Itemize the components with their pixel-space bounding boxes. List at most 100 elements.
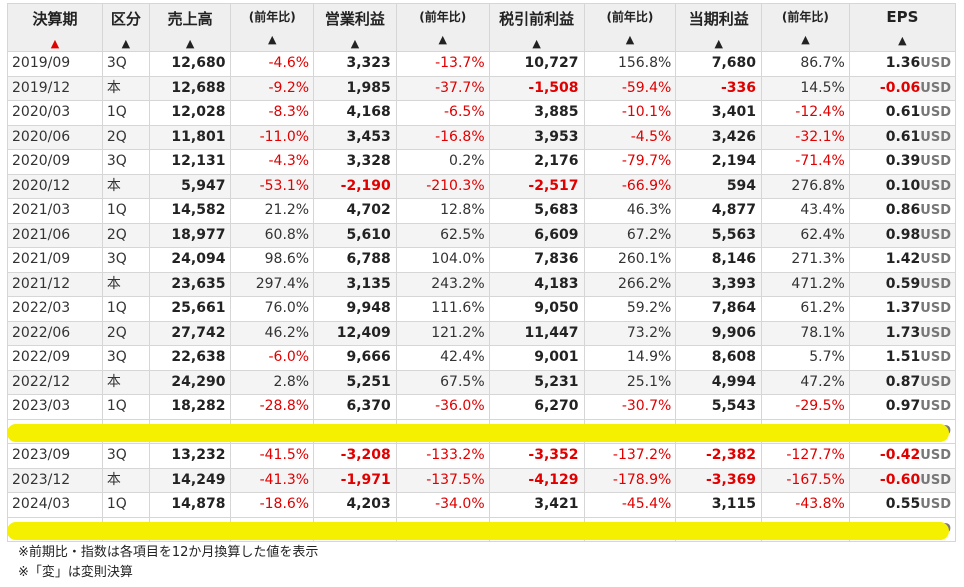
table-row: 2020/03 1Q 12,028 -8.3% 4,168 -6.5% 3,885 -10.1… [7, 100, 957, 126]
column-header-net-profit-yoy[interactable]: (前年比) ▲ [761, 3, 850, 52]
sort-arrow-icon[interactable]: ▲ [438, 33, 447, 46]
table-row: 2022/03 1Q 25,661 76.0% 9,948 111.6% 9,050 59.2… [7, 296, 957, 322]
sort-arrow-icon[interactable]: ▲ [50, 37, 60, 50]
period-cell: 2021/12 [7, 271, 103, 297]
column-header-sales-yoy[interactable]: (前年比) ▲ [230, 3, 315, 52]
eps-value: 0.10 [885, 177, 921, 194]
eps-cell: 1.37USD [848, 296, 957, 322]
sales-yoy-cell: 21.2% [230, 198, 315, 224]
column-header-label: 営業利益 [324, 10, 385, 28]
net-profit-yoy-cell: 78.1% [761, 320, 850, 346]
period-cell: 2022/09 [7, 345, 103, 371]
eps-cell: 0.55USD [848, 492, 957, 518]
net-profit-cell: 3,115 [675, 492, 763, 518]
column-header-pretax-profit-yoy[interactable]: (前年比) ▲ [583, 3, 677, 52]
eps-unit: USD [920, 497, 951, 513]
eps-cell: 0.10USD [848, 173, 957, 199]
period-cell: 2020/06 [7, 124, 103, 150]
column-header-period[interactable]: 決算期 ▲ [7, 3, 103, 52]
pretax-profit-cell: 10,727 [488, 51, 585, 77]
operating-profit-yoy-cell: 121.2% [395, 320, 490, 346]
period-cell: 2020/12 [7, 173, 103, 199]
pretax-profit-cell: -2,517 [488, 173, 585, 199]
eps-value: 0.98 [885, 226, 921, 243]
sort-arrow-icon[interactable]: ▲ [898, 34, 907, 47]
eps-cell: 0.98USD [848, 222, 957, 248]
sort-arrow-icon[interactable]: ▲ [350, 37, 360, 50]
sales-yoy-cell: -8.3% [230, 100, 315, 126]
operating-profit-yoy-cell: 42.4% [395, 345, 490, 371]
column-header-operating-profit[interactable]: 営業利益 ▲ [313, 3, 397, 52]
net-profit-yoy-cell: 62.4% [761, 222, 850, 248]
eps-value: 0.59 [885, 275, 921, 292]
sales-cell: 27,742 [148, 320, 232, 346]
column-header-kind[interactable]: 区分 ▲ [101, 3, 150, 52]
eps-cell: -0.06USD [848, 75, 957, 101]
sales-yoy-cell: -41.5% [230, 443, 315, 469]
column-header-operating-profit-yoy[interactable]: (前年比) ▲ [395, 3, 490, 52]
kind-cell: 本 [101, 467, 150, 493]
pretax-profit-yoy-cell: -137.2% [583, 443, 677, 469]
highlight-marker [7, 521, 949, 540]
eps-value: 1.42 [885, 251, 921, 268]
financial-results-panel: 決算期 ▲ 区分 ▲ 売上高 ▲ (前年比) ▲ 営業利益 ▲ (前年比) ▲ 税引前利益 ▲ (前年比) ▲… [7, 3, 957, 580]
sales-yoy-cell: 60.8% [230, 222, 315, 248]
operating-profit-yoy-cell: -210.3% [395, 173, 490, 199]
net-profit-yoy-cell: -43.8% [761, 492, 850, 518]
sort-arrow-icon[interactable]: ▲ [532, 37, 541, 50]
operating-profit-yoy-cell: -37.7% [395, 75, 490, 101]
sales-yoy-cell: 297.4% [230, 271, 315, 297]
pretax-profit-yoy-cell: 59.2% [583, 296, 677, 322]
net-profit-yoy-cell: -32.1% [761, 124, 850, 150]
kind-cell: 3Q [101, 149, 150, 175]
net-profit-yoy-cell: 14.5% [761, 75, 850, 101]
period-cell: 2022/03 [7, 296, 103, 322]
period-cell: 2021/09 [7, 247, 103, 273]
kind-cell: 2Q [101, 222, 150, 248]
sort-arrow-icon[interactable]: ▲ [625, 33, 635, 46]
table-row: 2023/09 3Q 13,232 -41.5% -3,208 -133.2% -3,352… [7, 443, 957, 469]
eps-cell: 1.51USD [848, 345, 957, 371]
eps-cell: 0.86USD [848, 198, 957, 224]
table-row: 2022/06 2Q 27,742 46.2% 12,409 121.2% 11,447 73… [7, 320, 957, 346]
net-profit-yoy-cell: 61.2% [761, 296, 850, 322]
period-cell: 2019/09 [7, 51, 103, 77]
column-header-sales[interactable]: 売上高 ▲ [148, 3, 232, 52]
eps-cell: 0.61USD [848, 124, 957, 150]
pretax-profit-yoy-cell: 67.2% [583, 222, 677, 248]
column-header-pretax-profit[interactable]: 税引前利益 ▲ [488, 3, 585, 52]
net-profit-yoy-cell: -29.5% [761, 394, 850, 420]
table-body: 2019/09 3Q 12,680 -4.6% 3,323 -13.7% 10,727 156… [7, 51, 957, 542]
period-cell: 2022/12 [7, 369, 103, 395]
eps-cell: 0.59USD [848, 271, 957, 297]
eps-value: -0.60 [879, 471, 921, 488]
kind-cell: 本 [101, 369, 150, 395]
pretax-profit-yoy-cell: 14.9% [583, 345, 677, 371]
sort-arrow-icon[interactable]: ▲ [121, 37, 131, 50]
eps-value: 1.73 [885, 324, 921, 341]
operating-profit-yoy-cell: -6.5% [395, 100, 490, 126]
sort-arrow-icon[interactable]: ▲ [714, 37, 723, 50]
sales-yoy-cell: 2.8% [230, 369, 315, 395]
sort-arrow-icon[interactable]: ▲ [801, 33, 810, 46]
period-cell: 2019/12 [7, 75, 103, 101]
eps-cell: 1.73USD [848, 320, 957, 346]
net-profit-cell: 7,864 [675, 296, 763, 322]
net-profit-cell: 4,994 [675, 369, 763, 395]
sort-arrow-icon[interactable]: ▲ [185, 37, 195, 50]
table-row: 2023/12 本 14,249 -41.3% -1,971 -137.5% -4,129-… [7, 467, 957, 493]
eps-cell: 0.61USD [848, 100, 957, 126]
kind-cell: 1Q [101, 492, 150, 518]
sort-arrow-icon[interactable]: ▲ [268, 33, 277, 46]
pretax-profit-cell: 9,001 [488, 345, 585, 371]
sales-cell: 18,977 [148, 222, 232, 248]
pretax-profit-yoy-cell: 25.1% [583, 369, 677, 395]
operating-profit-yoy-cell: 243.2% [395, 271, 490, 297]
column-header-net-profit[interactable]: 当期利益 ▲ [675, 3, 763, 52]
pretax-profit-yoy-cell: -79.7% [583, 149, 677, 175]
column-header-eps[interactable]: EPS ▲ [848, 3, 957, 52]
footnotes: ※前期比・指数は各項目を12か月換算した値を表示 ※「変」は変則決算 [18, 543, 318, 583]
sales-cell: 14,878 [148, 492, 232, 518]
column-header-label: 決算期 [32, 10, 78, 28]
operating-profit-cell: 3,323 [313, 51, 397, 77]
